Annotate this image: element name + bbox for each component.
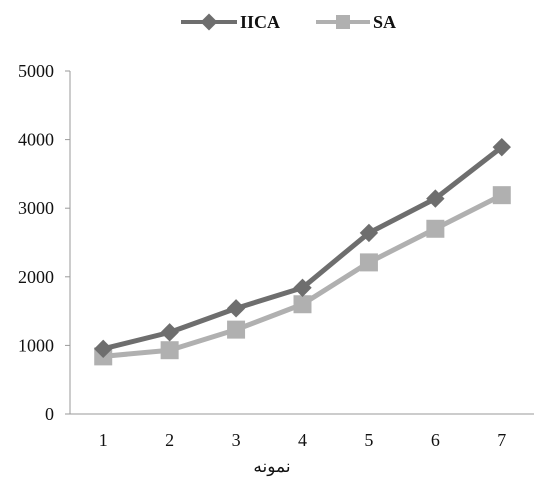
data-point-iica (94, 339, 113, 359)
y-tick-label: 4000 (18, 130, 54, 150)
data-point-sa (359, 253, 378, 272)
x-tick-label: 6 (431, 430, 440, 450)
data-point-iica (359, 223, 379, 243)
x-tick-label: 3 (232, 430, 241, 450)
data-point-sa (293, 295, 312, 314)
series-layer (94, 137, 511, 366)
y-tick-label: 5000 (18, 61, 54, 81)
y-tick-labels: 0 1000 2000 3000 4000 5000 (18, 61, 54, 424)
series-line-iica (100, 144, 505, 352)
y-tick-label: 0 (45, 404, 54, 424)
y-tick-label: 3000 (18, 198, 54, 218)
data-point-iica (426, 189, 445, 208)
data-point-iica (226, 299, 246, 318)
y-tick-label: 2000 (18, 267, 54, 287)
legend-marker-sa-square (336, 15, 350, 29)
data-point-sa (492, 186, 511, 205)
legend-label-iica: IICA (240, 12, 280, 32)
x-tick-label: 1 (99, 430, 108, 450)
legend-item-sa: SA (316, 12, 396, 32)
legend-label-sa: SA (373, 12, 396, 32)
data-point-iica (160, 323, 179, 342)
x-axis-title: نمونه (253, 457, 290, 477)
x-tick-label: 5 (364, 430, 373, 450)
x-tick-label: 2 (165, 430, 174, 450)
data-point-iica (492, 137, 511, 157)
y-tick-marks (65, 70, 70, 415)
legend-item-iica: IICA (181, 12, 280, 32)
x-tick-label: 4 (298, 430, 307, 450)
y-tick-label: 1000 (18, 335, 54, 355)
data-point-sa (227, 320, 246, 339)
data-point-sa (426, 219, 445, 238)
legend-marker-iica-diamond (200, 13, 218, 31)
data-point-sa (160, 341, 179, 360)
x-tick-labels: 1 2 3 4 5 6 7 (99, 430, 507, 450)
legend: IICA SA (181, 12, 396, 32)
data-point-iica (293, 278, 312, 297)
x-tick-label: 7 (497, 430, 506, 450)
